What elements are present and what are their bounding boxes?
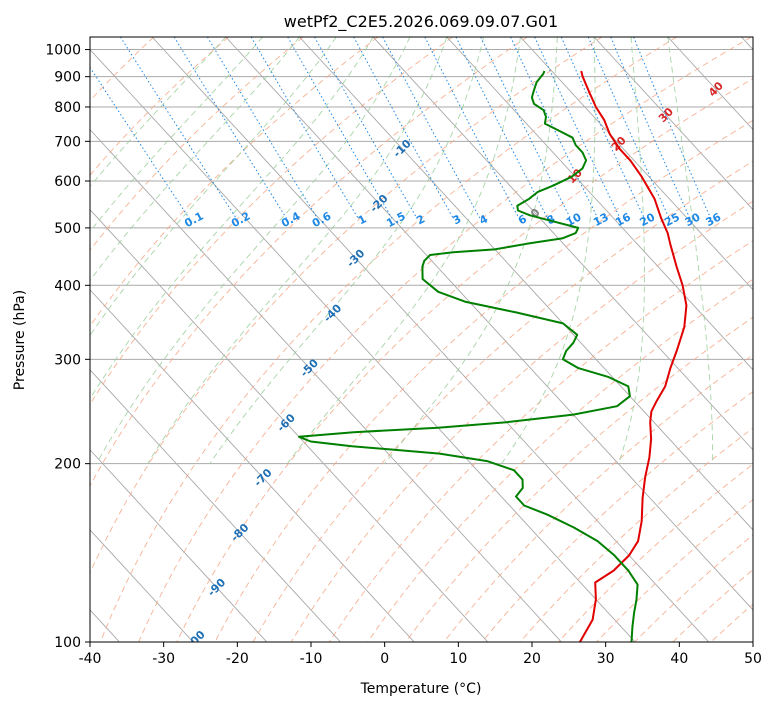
dry-adiabat-line xyxy=(138,37,752,642)
mixing-ratio-line xyxy=(353,37,454,219)
mixing-ratio-label: 13 xyxy=(591,210,611,229)
isotherm-line xyxy=(90,48,636,642)
mixing-ratio-label: 25 xyxy=(662,210,682,229)
dry-adiabat-line xyxy=(519,427,753,642)
x-tick-label: -40 xyxy=(79,651,102,667)
dry-adiabat-line xyxy=(405,316,753,642)
moist-adiabat-line xyxy=(90,37,263,233)
dry-adiabat-line xyxy=(90,37,603,575)
mixing-ratio-label: 30 xyxy=(683,210,703,229)
y-tick-label: 100 xyxy=(54,635,81,651)
y-tick-label: 600 xyxy=(54,174,81,190)
mixing-ratio-line xyxy=(560,37,645,219)
moist-adiabat-line xyxy=(618,37,645,464)
x-tick-label: 40 xyxy=(670,651,688,667)
mixing-ratio-line xyxy=(287,37,393,219)
dry-adiabat-line xyxy=(481,391,753,642)
y-tick-label: 200 xyxy=(54,457,81,473)
mixing-ratio-line xyxy=(610,37,691,219)
isotherm-line xyxy=(90,369,341,642)
mixing-ratio-line xyxy=(206,37,318,219)
mixing-ratio-line xyxy=(633,37,712,219)
mixing-ratio-line xyxy=(90,66,190,219)
x-axis-title: Temperature (°C) xyxy=(360,681,482,697)
mixing-ratio-line xyxy=(480,37,571,219)
y-axis: 100 200 300 400 500 600 700 800 900 1000 xyxy=(45,43,90,651)
moist-adiabat-line xyxy=(667,37,714,464)
mixing-ratio-line xyxy=(587,37,670,219)
temperature-profile-line xyxy=(579,70,688,642)
y-tick-label: 500 xyxy=(54,221,81,237)
dewpoint-profile-line xyxy=(298,70,639,642)
x-tick-label: 30 xyxy=(597,651,615,667)
isotherm-line xyxy=(446,37,753,371)
isotherm-line xyxy=(90,209,489,642)
isotherm-line xyxy=(90,289,415,642)
dry-adiabat-line xyxy=(90,37,304,251)
dry-adiabat-line xyxy=(329,240,753,642)
y-tick-label: 400 xyxy=(54,278,81,294)
mixing-ratio-line xyxy=(455,37,549,219)
x-tick-label: -30 xyxy=(152,651,175,667)
x-tick-label: -10 xyxy=(300,651,323,667)
mixing-ratio-label: 36 xyxy=(704,210,724,229)
y-tick-label: 700 xyxy=(54,134,81,150)
moist-adiabat-line xyxy=(90,37,337,337)
isotherm-line xyxy=(372,37,753,451)
series-lines xyxy=(298,70,688,642)
isotherm-line xyxy=(90,128,562,642)
dry-adiabat-line xyxy=(367,278,753,642)
isotherm-line xyxy=(90,449,268,642)
plot-frame xyxy=(89,36,754,643)
mixing-ratio-line xyxy=(250,37,359,219)
x-tick-label: -20 xyxy=(226,651,249,667)
dry-adiabat-line xyxy=(252,160,753,642)
dry-adiabat-line xyxy=(100,37,677,642)
y-axis-title: Pressure (hPa) xyxy=(12,290,28,390)
y-tick-label: 1000 xyxy=(45,43,81,59)
x-tick-label: 0 xyxy=(380,651,389,667)
mixing-ratio-label: 16 xyxy=(613,210,633,229)
x-tick-label: 50 xyxy=(744,651,762,667)
x-axis: -40 -30 -20 -10 0 10 20 30 40 50 xyxy=(79,642,762,667)
moist-adiabat-line xyxy=(96,37,411,464)
chart-title: wetPf2_C2E5.2026.069.09.07.G01 xyxy=(284,12,558,32)
dry-adiabat-line xyxy=(634,534,753,642)
isotherm-line xyxy=(593,37,753,211)
mixing-ratio-line xyxy=(534,37,621,219)
isotherm-line xyxy=(299,37,753,531)
dry-adiabat-line xyxy=(90,37,229,176)
moist-adiabat-line xyxy=(90,37,227,188)
dry-adiabat-line xyxy=(90,37,453,406)
y-tick-label: 800 xyxy=(54,100,81,116)
x-tick-label: 20 xyxy=(523,651,541,667)
isotherm-line xyxy=(225,37,753,611)
moist-adiabat-line xyxy=(147,37,448,464)
dry-adiabat-line xyxy=(214,119,753,642)
y-tick-label: 300 xyxy=(54,352,81,368)
x-tick-label: 10 xyxy=(449,651,467,667)
dry-adiabat-line xyxy=(176,78,753,642)
y-tick-label: 900 xyxy=(54,70,81,86)
moist-adiabat-line xyxy=(384,37,558,464)
plot-background xyxy=(90,37,753,642)
moist-adiabat-line xyxy=(501,37,596,464)
dry-adiabat-line xyxy=(290,200,753,642)
moist-adiabat-line xyxy=(90,37,374,400)
moist-adiabat-line xyxy=(209,37,485,464)
mixing-ratio-label: 20 xyxy=(638,210,658,229)
isotherm-line xyxy=(90,529,194,642)
isotherm-line xyxy=(151,37,710,642)
